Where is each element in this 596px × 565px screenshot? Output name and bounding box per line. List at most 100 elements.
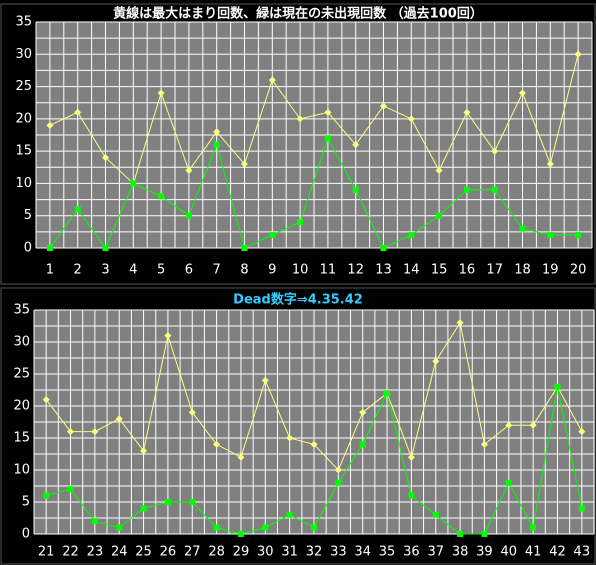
x-tick-label: 27 (184, 545, 201, 560)
point (480, 440, 488, 448)
point (43, 492, 50, 499)
point (261, 376, 269, 384)
point (407, 115, 415, 123)
point (530, 524, 537, 531)
x-tick-label: 22 (62, 545, 79, 560)
x-tick-label: 35 (379, 545, 396, 560)
point (213, 524, 220, 531)
point (481, 531, 488, 537)
point (262, 524, 269, 531)
point (335, 479, 342, 486)
point (297, 219, 304, 226)
y-tick-label: 35 (13, 303, 30, 318)
point (505, 479, 512, 486)
x-tick-label: 13 (375, 263, 392, 278)
chart-title: 黄線は最大はまり回数、緑は現在の未出現回数 （過去100回） (113, 6, 483, 22)
point (189, 499, 196, 505)
point (456, 319, 464, 327)
point (158, 193, 165, 200)
x-tick-label: 12 (347, 263, 364, 278)
x-tick-label: 17 (486, 263, 503, 278)
y-tick-label: 30 (15, 47, 32, 62)
x-tick-label: 41 (525, 545, 542, 560)
x-tick-label: 16 (459, 263, 476, 278)
point (102, 154, 109, 162)
point (268, 76, 276, 84)
x-tick-label: 23 (87, 545, 104, 560)
point (164, 499, 171, 505)
chart-title: Dead数字⇒4.35.42 (233, 292, 363, 308)
point (296, 115, 304, 123)
point (529, 421, 537, 429)
x-tick-label: 32 (306, 545, 323, 560)
point (359, 441, 366, 448)
y-tick-label: 30 (13, 335, 30, 350)
y-tick-label: 20 (13, 399, 30, 414)
x-tick-label: 42 (549, 545, 566, 560)
point (237, 453, 245, 461)
point (463, 108, 471, 116)
point (380, 245, 387, 251)
point (46, 121, 54, 129)
y-tick-label: 5 (22, 495, 30, 510)
point (359, 408, 367, 416)
series-line (49, 54, 579, 185)
point (432, 357, 440, 365)
x-tick-label: 25 (135, 545, 152, 560)
point (311, 524, 317, 531)
y-tick-label: 15 (15, 144, 32, 159)
point (432, 511, 439, 518)
point (185, 167, 193, 175)
point (237, 531, 244, 537)
y-tick-label: 15 (13, 431, 30, 446)
point (157, 89, 165, 97)
x-tick-label: 28 (208, 545, 225, 560)
point (91, 428, 99, 436)
x-tick-label: 29 (233, 545, 250, 560)
panel-border (0, 287, 596, 565)
point (574, 50, 582, 58)
point (575, 232, 582, 239)
x-tick-label: 43 (574, 545, 591, 560)
point (213, 440, 221, 448)
point (457, 531, 464, 537)
point (74, 108, 82, 116)
x-tick-label: 8 (240, 263, 248, 278)
x-tick-label: 39 (476, 545, 493, 560)
series-line (49, 136, 579, 250)
x-tick-label: 37 (427, 545, 444, 560)
x-tick-label: 1 (46, 263, 54, 278)
point (324, 108, 332, 116)
point (546, 160, 554, 168)
point (140, 505, 147, 512)
x-tick-label: 18 (514, 263, 531, 278)
point (352, 141, 360, 149)
point (42, 396, 50, 404)
point (352, 186, 359, 193)
point (241, 160, 248, 168)
x-tick-label: 40 (501, 545, 518, 560)
x-tick-label: 7 (213, 263, 221, 278)
x-tick-label: 3 (101, 263, 109, 278)
point (491, 147, 499, 155)
x-tick-label: 34 (354, 545, 371, 560)
y-tick-label: 10 (13, 463, 30, 478)
point (380, 102, 387, 110)
x-tick-label: 4 (129, 263, 137, 278)
point (408, 232, 415, 239)
point (578, 505, 585, 512)
x-tick-label: 21 (38, 545, 55, 560)
point (115, 415, 123, 423)
point (164, 332, 172, 340)
x-tick-label: 10 (292, 263, 309, 278)
point (74, 206, 81, 213)
point (185, 212, 192, 219)
x-tick-label: 6 (185, 263, 193, 278)
point (91, 518, 98, 525)
x-tick-label: 2 (74, 263, 82, 278)
x-tick-label: 9 (268, 263, 276, 278)
point (547, 232, 554, 239)
point (140, 447, 148, 455)
point (213, 128, 221, 136)
